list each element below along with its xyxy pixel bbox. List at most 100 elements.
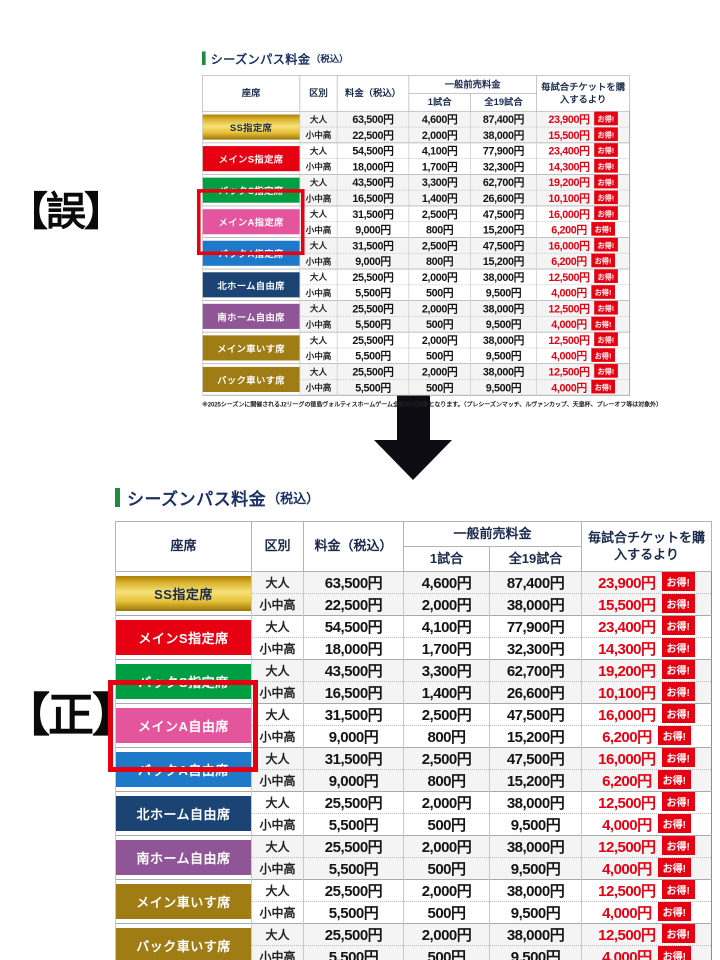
savings-amount: 12,500円 bbox=[598, 883, 656, 900]
per-match-cell: 15,500円 お得! bbox=[581, 593, 712, 616]
price-cell: 31,500円 bbox=[336, 237, 409, 254]
col-header-per-match: 毎試合チケットを購入するより bbox=[536, 75, 631, 112]
savings-amount: 12,500円 bbox=[548, 366, 590, 379]
incorrect-table-section: シーズンパス料金 （税込） 座席 区別 料金（税込） 一般前売料金 毎試合チケッ… bbox=[196, 50, 662, 409]
per-match-cell: 6,200円 お得! bbox=[536, 252, 630, 270]
otoku-badge: お得! bbox=[661, 638, 695, 657]
all-matches-cell: 47,500円 bbox=[470, 237, 537, 254]
table-row: 小中高 5,500円 500円 9,500円 4,000円 お得! bbox=[202, 347, 630, 364]
otoku-badge: お得! bbox=[657, 858, 691, 877]
otoku-badge: お得! bbox=[661, 594, 695, 613]
one-match-cell: 2,000円 bbox=[408, 331, 471, 348]
all-matches-cell: 38,000円 bbox=[470, 126, 537, 143]
category-cell: 大人 bbox=[251, 791, 304, 814]
correct-table-section: シーズンパス料金 （税込） 座席 区別 料金（税込） 一般前売料金 毎試合チケッ… bbox=[108, 486, 713, 960]
one-match-cell: 800円 bbox=[403, 769, 490, 792]
one-match-cell: 800円 bbox=[403, 725, 490, 748]
one-match-cell: 500円 bbox=[403, 945, 490, 960]
price-cell: 22,500円 bbox=[336, 126, 409, 143]
one-match-cell: 3,300円 bbox=[403, 659, 490, 682]
price-cell: 5,500円 bbox=[303, 813, 404, 836]
per-match-cell: 12,500円 お得! bbox=[581, 835, 712, 858]
all-matches-cell: 38,000円 bbox=[470, 300, 537, 317]
all-matches-cell: 15,200円 bbox=[488, 725, 582, 748]
price-cell: 25,500円 bbox=[303, 923, 404, 946]
savings-amount: 6,200円 bbox=[602, 773, 652, 790]
per-match-cell: 19,200円 お得! bbox=[536, 174, 630, 191]
category-cell: 大人 bbox=[251, 879, 304, 902]
seat-cell: バック車いす席 bbox=[115, 923, 252, 960]
one-match-cell: 500円 bbox=[408, 284, 471, 301]
price-cell: 25,500円 bbox=[336, 268, 409, 285]
per-match-cell: 19,200円 お得! bbox=[581, 659, 712, 682]
category-cell: 小中高 bbox=[299, 347, 338, 364]
all-matches-cell: 9,500円 bbox=[470, 284, 537, 301]
otoku-badge: お得! bbox=[593, 206, 618, 220]
category-cell: 小中高 bbox=[251, 681, 304, 704]
category-cell: 小中高 bbox=[299, 221, 338, 238]
savings-amount: 4,000円 bbox=[551, 287, 587, 300]
category-cell: 小中高 bbox=[299, 316, 338, 333]
otoku-badge: お得! bbox=[593, 143, 618, 157]
all-matches-cell: 9,500円 bbox=[488, 945, 582, 960]
all-matches-cell: 77,900円 bbox=[470, 142, 537, 159]
table-row: 小中高 16,500円 1,400円 26,600円 10,100円 お得! bbox=[116, 681, 712, 704]
table-row: 小中高 5,500円 500円 9,500円 4,000円 お得! bbox=[202, 316, 630, 333]
all-matches-cell: 26,600円 bbox=[488, 681, 582, 704]
category-cell: 大人 bbox=[299, 268, 338, 285]
all-matches-cell: 38,000円 bbox=[470, 331, 537, 348]
savings-amount: 6,200円 bbox=[602, 729, 652, 746]
per-match-cell: 15,500円 お得! bbox=[536, 126, 630, 143]
price-cell: 16,500円 bbox=[336, 189, 409, 206]
seat-cell: メインS指定席 bbox=[202, 142, 300, 175]
incorrect-label: 【誤】 bbox=[8, 190, 124, 234]
seat-cell: バック車いす席 bbox=[202, 363, 300, 396]
per-match-cell: 16,000円 お得! bbox=[536, 205, 630, 222]
per-match-cell: 4,000円 お得! bbox=[536, 284, 630, 301]
table-row: メイン車いす席 大人 25,500円 2,000円 38,000円 12,500円 お得! bbox=[202, 331, 630, 364]
savings-amount: 16,000円 bbox=[598, 707, 656, 724]
col-header-price: 料金（税込） bbox=[303, 521, 404, 572]
price-cell: 5,500円 bbox=[336, 379, 409, 396]
all-matches-cell: 47,500円 bbox=[488, 703, 582, 726]
per-match-cell: 12,500円 お得! bbox=[536, 268, 630, 285]
otoku-badge: お得! bbox=[593, 111, 618, 126]
per-match-cell: 12,500円 お得! bbox=[581, 879, 712, 902]
col-header-advance: 一般前売料金 bbox=[408, 75, 537, 94]
seat-label: メイン車いす席 bbox=[116, 884, 251, 919]
savings-amount: 12,500円 bbox=[548, 334, 590, 347]
category-cell: 大人 bbox=[299, 300, 338, 317]
table-row: メインA自由席 大人 31,500円 2,500円 47,500円 16,000円 お得! bbox=[115, 703, 712, 748]
category-cell: 小中高 bbox=[251, 769, 304, 792]
seat-label: メインA指定席 bbox=[202, 209, 300, 235]
seat-cell: メインS指定席 bbox=[115, 615, 252, 660]
col-header-seat: 座席 bbox=[202, 75, 301, 112]
table-row: バックS指定席 大人 43,500円 3,300円 62,700円 19,200円 お得! bbox=[115, 659, 712, 704]
col-header-seat: 座席 bbox=[115, 521, 252, 572]
price-cell: 63,500円 bbox=[303, 571, 404, 594]
savings-amount: 4,000円 bbox=[551, 318, 587, 332]
savings-amount: 6,200円 bbox=[551, 255, 587, 268]
otoku-badge: お得! bbox=[661, 836, 695, 855]
category-cell: 大人 bbox=[251, 659, 304, 682]
savings-amount: 23,900円 bbox=[548, 113, 590, 127]
price-cell: 43,500円 bbox=[303, 659, 404, 682]
one-match-cell: 4,100円 bbox=[403, 615, 490, 638]
seat-cell: 北ホーム自由席 bbox=[202, 268, 300, 301]
table-row: バック車いす席 大人 25,500円 2,000円 38,000円 12,500円 お得! bbox=[202, 363, 630, 396]
seat-cell: バックA自由席 bbox=[115, 747, 252, 792]
seat-cell: バックA指定席 bbox=[202, 237, 300, 270]
all-matches-cell: 62,700円 bbox=[488, 659, 582, 682]
seat-label: バック車いす席 bbox=[202, 366, 300, 393]
otoku-badge: お得! bbox=[593, 269, 618, 284]
seat-cell: SS指定席 bbox=[115, 571, 252, 616]
col-header-per-match: 毎試合チケットを購入するより bbox=[581, 521, 713, 572]
per-match-cell: 12,500円 お得! bbox=[581, 923, 712, 946]
table-row: 小中高 5,500円 500円 9,500円 4,000円 お得! bbox=[202, 284, 630, 301]
otoku-badge: お得! bbox=[657, 902, 691, 921]
seat-label: バックS指定席 bbox=[116, 664, 251, 699]
savings-amount: 15,500円 bbox=[548, 129, 590, 142]
price-cell: 18,000円 bbox=[303, 637, 404, 660]
price-cell: 9,000円 bbox=[336, 221, 409, 238]
